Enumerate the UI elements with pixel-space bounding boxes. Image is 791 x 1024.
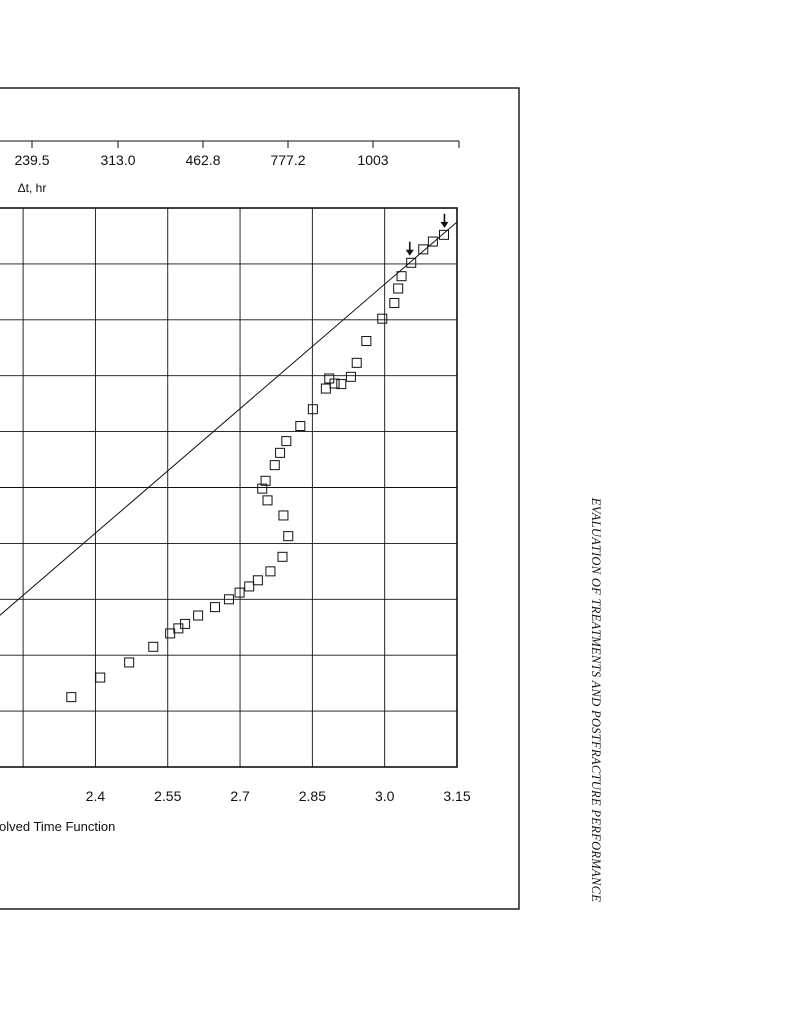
top-tick-label: 313.0	[100, 152, 135, 168]
data-point	[418, 244, 429, 255]
plot-border	[0, 207, 458, 768]
trend-line	[0, 221, 458, 616]
data-point	[95, 672, 106, 683]
data-point	[277, 551, 288, 562]
marker-arrow-head	[440, 221, 449, 228]
data-point	[361, 336, 372, 347]
data-point	[345, 371, 356, 382]
data-point	[124, 657, 135, 668]
data-point	[438, 229, 449, 240]
data-point	[295, 421, 306, 432]
top-axis-ticks: 239.5 313.0 462.8 777.2 1003	[14, 141, 460, 168]
data-point	[257, 483, 268, 494]
data-point	[223, 594, 234, 605]
data-point	[260, 475, 271, 486]
data-point	[275, 447, 286, 458]
marker-arrow-head	[405, 249, 414, 256]
data-point	[307, 404, 318, 415]
x-tick-label: 2.4	[86, 788, 106, 804]
data-point	[329, 378, 340, 389]
data-point	[406, 257, 417, 268]
data-point	[209, 602, 220, 613]
data-point	[396, 271, 407, 282]
top-axis-label: Δt, hr	[18, 181, 47, 195]
data-point	[252, 575, 263, 586]
data-point	[244, 581, 255, 592]
data-point	[278, 510, 289, 521]
x-tick-label: 2.7	[230, 788, 250, 804]
top-tick-label: 777.2	[270, 152, 305, 168]
data-point	[180, 618, 191, 629]
marker-arrow	[405, 241, 414, 256]
data-point	[269, 460, 280, 471]
x-tick-label: 2.85	[299, 788, 326, 804]
x-axis-label: olved Time Function	[0, 819, 115, 834]
running-head: EVALUATION OF TREATMENTS AND POSTFRACTUR…	[589, 497, 603, 903]
data-point	[193, 610, 204, 621]
data-point	[265, 566, 276, 577]
top-tick-label: 239.5	[14, 152, 49, 168]
data-point	[427, 236, 438, 247]
x-axis-ticks: 2.4 2.55 2.7 2.85 3.0 3.15	[86, 788, 471, 804]
figure-frame	[0, 87, 520, 910]
data-point	[377, 313, 388, 324]
top-tick-label: 1003	[357, 152, 388, 168]
data-point	[234, 587, 245, 598]
x-tick-label: 3.0	[375, 788, 395, 804]
data-point	[336, 379, 347, 390]
data-point	[165, 628, 176, 639]
x-tick-label: 2.55	[154, 788, 181, 804]
plot-area	[0, 207, 458, 768]
data-point	[389, 298, 400, 309]
data-point	[148, 641, 159, 652]
x-tick-label: 3.15	[443, 788, 470, 804]
data-point	[324, 373, 335, 384]
data-point	[283, 531, 294, 542]
data-point	[66, 692, 77, 703]
data-point	[320, 383, 331, 394]
data-point	[262, 495, 273, 506]
data-point	[351, 357, 362, 368]
data-point	[281, 436, 292, 447]
marker-arrow	[440, 213, 449, 228]
top-tick-label: 462.8	[185, 152, 220, 168]
data-point	[393, 283, 404, 294]
